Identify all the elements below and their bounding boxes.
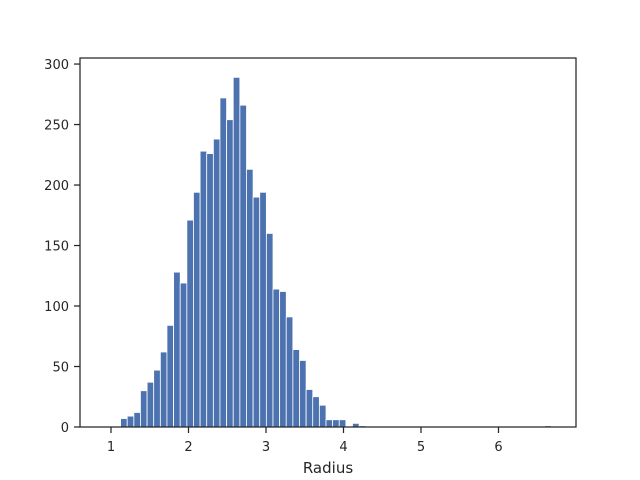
y-tick-label: 300 xyxy=(44,58,69,73)
histogram-bar xyxy=(285,316,294,428)
histogram-bar xyxy=(312,396,320,428)
histogram-bar xyxy=(120,418,128,428)
histogram-bar xyxy=(166,324,174,428)
histogram-bar xyxy=(252,196,261,428)
histogram-bar xyxy=(179,282,188,428)
histogram-bar xyxy=(299,360,307,428)
histogram-bar xyxy=(193,191,201,428)
histogram-bar xyxy=(318,404,327,428)
histogram-bar xyxy=(146,381,155,428)
histogram-bar xyxy=(305,389,314,428)
histogram-bar xyxy=(279,291,287,428)
x-axis-label: Radius xyxy=(303,459,353,477)
histogram-bar xyxy=(126,415,135,428)
histogram-bar xyxy=(325,419,334,428)
histogram-bar xyxy=(265,233,274,428)
y-tick-label: 0 xyxy=(61,421,69,436)
x-tick-label: 4 xyxy=(339,440,347,455)
histogram-bar xyxy=(133,412,141,428)
y-tick-label: 250 xyxy=(44,119,69,134)
histogram-bar xyxy=(338,419,347,428)
histogram-bar xyxy=(232,76,241,428)
y-tick-label: 100 xyxy=(44,300,69,315)
y-tick-label: 200 xyxy=(44,179,69,194)
bars-group xyxy=(120,76,552,428)
histogram-bar xyxy=(272,288,281,428)
x-tick-label: 2 xyxy=(184,440,192,455)
x-tick-label: 6 xyxy=(494,440,502,455)
ticks-group: 1 2 3 4 5 6 0 50 100 150 200 250 300 xyxy=(44,58,502,455)
plot-frame xyxy=(79,57,577,428)
histogram-bar xyxy=(199,150,208,428)
histogram-bar xyxy=(186,219,194,428)
histogram-bar xyxy=(159,351,168,428)
histogram-bar xyxy=(206,153,214,428)
histogram-bar xyxy=(212,138,221,428)
histogram-bar xyxy=(292,349,300,428)
histogram-bar xyxy=(219,97,227,428)
x-tick-label: 3 xyxy=(262,440,270,455)
x-tick-label: 5 xyxy=(417,440,425,455)
histogram-bar xyxy=(239,104,247,428)
histogram-bar xyxy=(140,390,148,428)
y-tick-label: 50 xyxy=(52,361,69,376)
x-tick-label: 1 xyxy=(107,440,115,455)
histogram-bar xyxy=(246,168,254,428)
histogram-bar xyxy=(259,191,267,428)
histogram-bar xyxy=(226,119,234,428)
histogram-bar xyxy=(173,271,181,428)
histogram-bar xyxy=(332,419,340,428)
y-tick-label: 150 xyxy=(44,240,69,255)
histogram-bar xyxy=(153,369,161,428)
